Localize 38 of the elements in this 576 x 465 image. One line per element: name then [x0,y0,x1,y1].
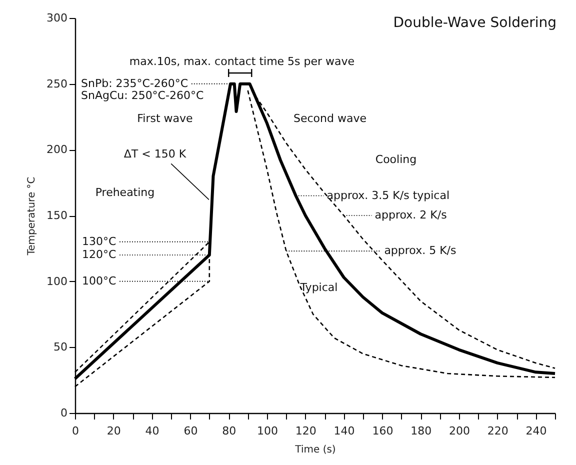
x-tick-label: 0 [72,424,79,438]
annotation: 120°C [82,248,116,262]
x-tick-label: 80 [222,424,236,438]
annotation: SnAgCu: 250°C-260°C [81,89,204,102]
y-tick-label: 200 [46,143,68,156]
x-tick-label: 220 [487,424,508,438]
x-tick-label: 20 [106,424,121,438]
x-tick-label: 120 [295,424,316,438]
y-tick-label: 300 [46,12,68,24]
x-tick-label: 100 [257,424,278,438]
x-tick-label: 140 [334,424,355,438]
y-tick-label: 0 [60,406,68,420]
annotation: Second wave [294,112,367,126]
y-tick-label: 100 [46,274,68,288]
annotation: 100°C [82,274,116,288]
chart-title: Double-Wave Soldering [393,15,556,31]
annotation: Cooling [375,153,417,166]
y-tick-label: 50 [54,340,68,354]
x-tick-label: 180 [410,424,432,438]
y-tick-label: 250 [46,77,68,90]
y-tick-label: 150 [46,209,68,222]
annotation: max.10s, max. contact time 5s per wave [129,55,355,68]
x-tick-label: 240 [526,424,547,438]
annotation: approx. 5 K/s [384,244,456,258]
annotation: SnPb: 235°C-260°C [81,77,188,90]
x-axis-title: Time (s) [294,444,336,456]
annotation: First wave [137,112,194,126]
x-tick-label: 160 [372,424,394,438]
annotation: approx. 2 K/s [374,208,448,222]
annotation: Preheating [95,186,155,200]
annotation: 130°C [82,234,116,248]
y-axis-title: Temperature °C [26,176,38,256]
x-tick-label: 60 [184,424,198,438]
annotation: Typical [299,281,338,294]
annotation: ΔT < 150 K [124,148,187,161]
annotation: approx. 3.5 K/s typical [326,188,450,202]
x-tick-label: 40 [145,424,160,438]
x-tick-label: 200 [449,424,470,438]
